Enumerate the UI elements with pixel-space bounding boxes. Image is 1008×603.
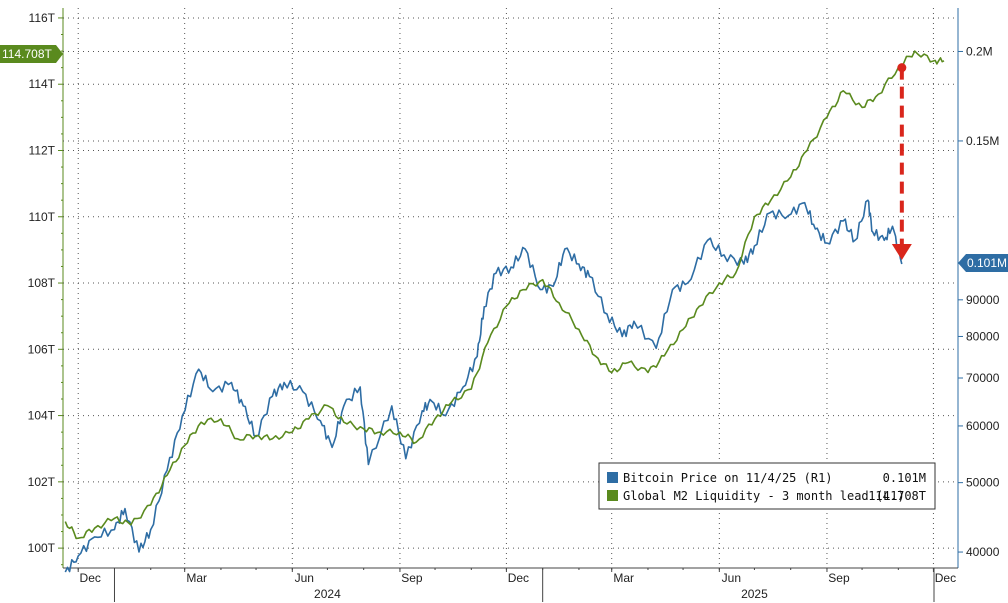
right-tick-label-7: 0.2M bbox=[966, 44, 993, 58]
right-axis: 40000 50000 60000 70000 80000 90000 0.15M 0.2M bbox=[958, 44, 1000, 559]
right-tick-label-3: 70000 bbox=[966, 371, 1000, 385]
series-line-bitcoin bbox=[64, 199, 903, 573]
legend-value-bitcoin: 0.101M bbox=[883, 471, 926, 485]
x-axis: Dec Mar Jun Sep Dec Mar Jun Sep Dec 2024 2025 bbox=[77, 568, 956, 602]
left-tick-label-4: 108T bbox=[28, 276, 56, 290]
left-value-tag: 114.708T bbox=[0, 45, 63, 63]
legend-value-m2: 114.708T bbox=[868, 489, 926, 503]
right-tick-label-2: 60000 bbox=[966, 419, 1000, 433]
left-tick-label-7: 114T bbox=[29, 77, 56, 91]
year-label-0: 2024 bbox=[314, 587, 341, 601]
right-tick-label-4: 80000 bbox=[966, 329, 1000, 343]
year-label-1: 2025 bbox=[741, 587, 768, 601]
left-tick-label-5: 110T bbox=[29, 210, 56, 224]
series-line-global-m2 bbox=[64, 50, 945, 540]
right-tick-label-0: 40000 bbox=[966, 545, 1000, 559]
left-tick-label-6: 112T bbox=[29, 143, 56, 157]
arrow-head bbox=[891, 243, 912, 260]
x-tick-label-2: Jun bbox=[295, 571, 314, 585]
legend-label-bitcoin: Bitcoin Price on 11/4/25 (R1) bbox=[623, 471, 833, 485]
x-tick-label-1: Mar bbox=[186, 571, 207, 585]
left-axis: 100T 102T 104T 106T 108T 110T 112T 114T 116T bbox=[28, 11, 63, 566]
right-value-tag: 0.101M bbox=[958, 254, 1008, 272]
right-tick-label-1: 50000 bbox=[966, 476, 1000, 490]
gridlines bbox=[63, 8, 958, 568]
legend: Bitcoin Price on 11/4/25 (R1) 0.101M Glo… bbox=[598, 462, 936, 510]
x-tick-label-0: Dec bbox=[80, 571, 101, 585]
right-tick-label-5: 90000 bbox=[966, 293, 1000, 307]
legend-box bbox=[598, 462, 936, 510]
left-tick-label-8: 116T bbox=[29, 11, 56, 25]
left-tick-label-0: 100T bbox=[28, 541, 56, 555]
right-value-tag-text: 0.101M bbox=[967, 256, 1007, 270]
legend-label-m2: Global M2 Liquidity - 3 month lead (L1) bbox=[623, 489, 905, 503]
left-value-tag-shape bbox=[0, 45, 63, 63]
x-tick-label-5: Mar bbox=[613, 571, 634, 585]
legend-swatch-bitcoin bbox=[607, 472, 618, 483]
right-tick-label-6: 0.15M bbox=[966, 134, 999, 148]
right-value-tag-shape bbox=[958, 254, 1008, 272]
x-tick-label-4: Dec bbox=[508, 571, 529, 585]
x-tick-label-7: Sep bbox=[828, 571, 850, 585]
x-tick-label-3: Sep bbox=[401, 571, 423, 585]
left-tick-label-1: 102T bbox=[28, 475, 56, 489]
left-tick-label-3: 106T bbox=[28, 342, 56, 356]
left-tick-label-2: 104T bbox=[28, 409, 56, 423]
left-value-tag-text: 114.708T bbox=[2, 47, 52, 61]
annotation-arrow bbox=[891, 63, 912, 260]
x-tick-label-6: Jun bbox=[722, 571, 741, 585]
series-lines bbox=[64, 50, 945, 573]
x-tick-label-8: Dec bbox=[935, 571, 956, 585]
legend-swatch-m2 bbox=[607, 490, 618, 501]
